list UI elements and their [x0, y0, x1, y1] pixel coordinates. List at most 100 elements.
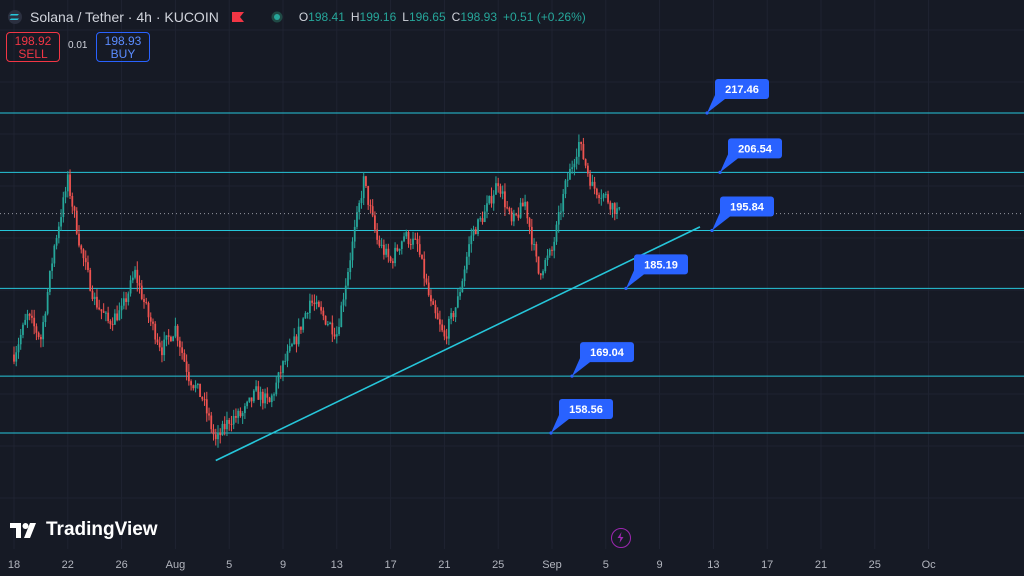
candle-body: [367, 186, 370, 205]
candle-body: [586, 165, 589, 174]
candle-body: [250, 397, 253, 402]
candle-body: [156, 339, 159, 343]
candle-body: [472, 229, 475, 236]
tradingview-logo[interactable]: TradingView: [10, 519, 158, 541]
candle-body: [425, 278, 428, 283]
candle-body: [44, 313, 47, 323]
candle-body: [333, 334, 336, 337]
candle-body: [571, 167, 574, 169]
candle-body: [300, 326, 302, 330]
candle-body: [105, 312, 107, 314]
candle-body: [210, 415, 213, 430]
candle-body: [199, 383, 201, 398]
candle-body: [176, 325, 179, 341]
candle-body: [465, 256, 468, 270]
candle-body: [158, 342, 161, 348]
candle-body: [479, 218, 482, 220]
price-label-callout: 158.56: [549, 399, 613, 435]
candle-body: [194, 385, 197, 389]
sell-price: 198.92: [14, 34, 52, 48]
candle-body: [356, 212, 358, 227]
x-axis-tick-label: 5: [603, 559, 609, 571]
candle-body: [461, 281, 464, 293]
candle-body: [326, 324, 329, 326]
candle-body: [241, 413, 244, 417]
candle-body: [454, 307, 457, 318]
candle-body: [42, 322, 45, 340]
candle-body: [560, 211, 562, 213]
candle-body: [322, 310, 325, 316]
candle-body: [403, 236, 405, 242]
price-label-callout: 195.84: [710, 196, 774, 233]
candle-body: [214, 434, 217, 440]
candle-body: [93, 296, 96, 300]
callout-pointer: [551, 415, 569, 433]
candle-body: [407, 232, 410, 244]
x-axis-tick-label: 21: [815, 559, 827, 571]
candle-body: [544, 260, 547, 272]
candle-body: [235, 416, 237, 418]
candle-body: [555, 224, 558, 242]
candle-body: [533, 244, 535, 246]
candle-body: [566, 179, 569, 181]
candle-body: [380, 244, 383, 246]
candle-body: [57, 226, 60, 239]
candle-body: [344, 285, 347, 300]
candle-body: [140, 285, 143, 300]
candle-body: [190, 381, 192, 386]
candle-body: [149, 317, 152, 322]
lightning-bolt-icon[interactable]: [611, 528, 631, 548]
candle-body: [562, 193, 565, 212]
candle-body: [320, 306, 323, 311]
price-label-text: 185.19: [644, 259, 678, 271]
candle-body: [24, 319, 27, 325]
candle-body: [474, 229, 477, 235]
callout-pointer: [626, 270, 644, 289]
buy-button[interactable]: 198.93 BUY: [96, 32, 150, 62]
candle-body: [152, 321, 154, 324]
candle-body: [62, 197, 65, 218]
candle-body: [113, 313, 116, 325]
candle-body: [447, 318, 450, 339]
candle-body: [432, 301, 435, 305]
candle-body: [578, 141, 580, 157]
symbol-title[interactable]: Solana / Tether · 4h · KUCOIN: [30, 9, 219, 25]
candle-body: [304, 313, 307, 319]
callout-anchor-dot: [570, 374, 574, 378]
candle-body: [100, 309, 103, 312]
sell-button[interactable]: 198.92 SELL: [6, 32, 60, 62]
ohlc-change: +0.51 (+0.26%): [503, 10, 586, 24]
candle-body: [340, 305, 343, 328]
candle-body: [120, 305, 123, 311]
candle-body: [107, 312, 110, 322]
candle-body: [463, 269, 466, 282]
candle-body: [259, 391, 262, 400]
candle-body: [84, 258, 87, 263]
lightning-glyph-icon: [617, 532, 624, 543]
candle-body: [591, 181, 594, 186]
candle-body: [248, 397, 251, 402]
candle-body: [219, 432, 222, 436]
candle-body: [19, 334, 22, 345]
x-axis-tick-label: Oc: [922, 559, 937, 571]
candle-body: [611, 203, 614, 210]
candle-body: [178, 340, 181, 348]
flag-icon[interactable]: [231, 11, 245, 23]
candle-body: [69, 174, 71, 196]
candle-body: [342, 299, 345, 306]
candle-body: [40, 336, 42, 340]
candle-body: [167, 335, 170, 337]
candle-body: [553, 241, 556, 251]
callout-pointer: [720, 154, 738, 173]
x-axis-tick-label: 13: [331, 559, 343, 571]
candle-body: [595, 188, 598, 195]
candle-body: [118, 310, 121, 321]
candle-body: [129, 280, 132, 294]
candle-body: [512, 213, 515, 222]
candle-body: [91, 290, 94, 300]
candle-body: [582, 144, 585, 160]
candle-body: [154, 323, 157, 340]
candle-body: [286, 351, 289, 361]
candle-body: [116, 313, 119, 321]
